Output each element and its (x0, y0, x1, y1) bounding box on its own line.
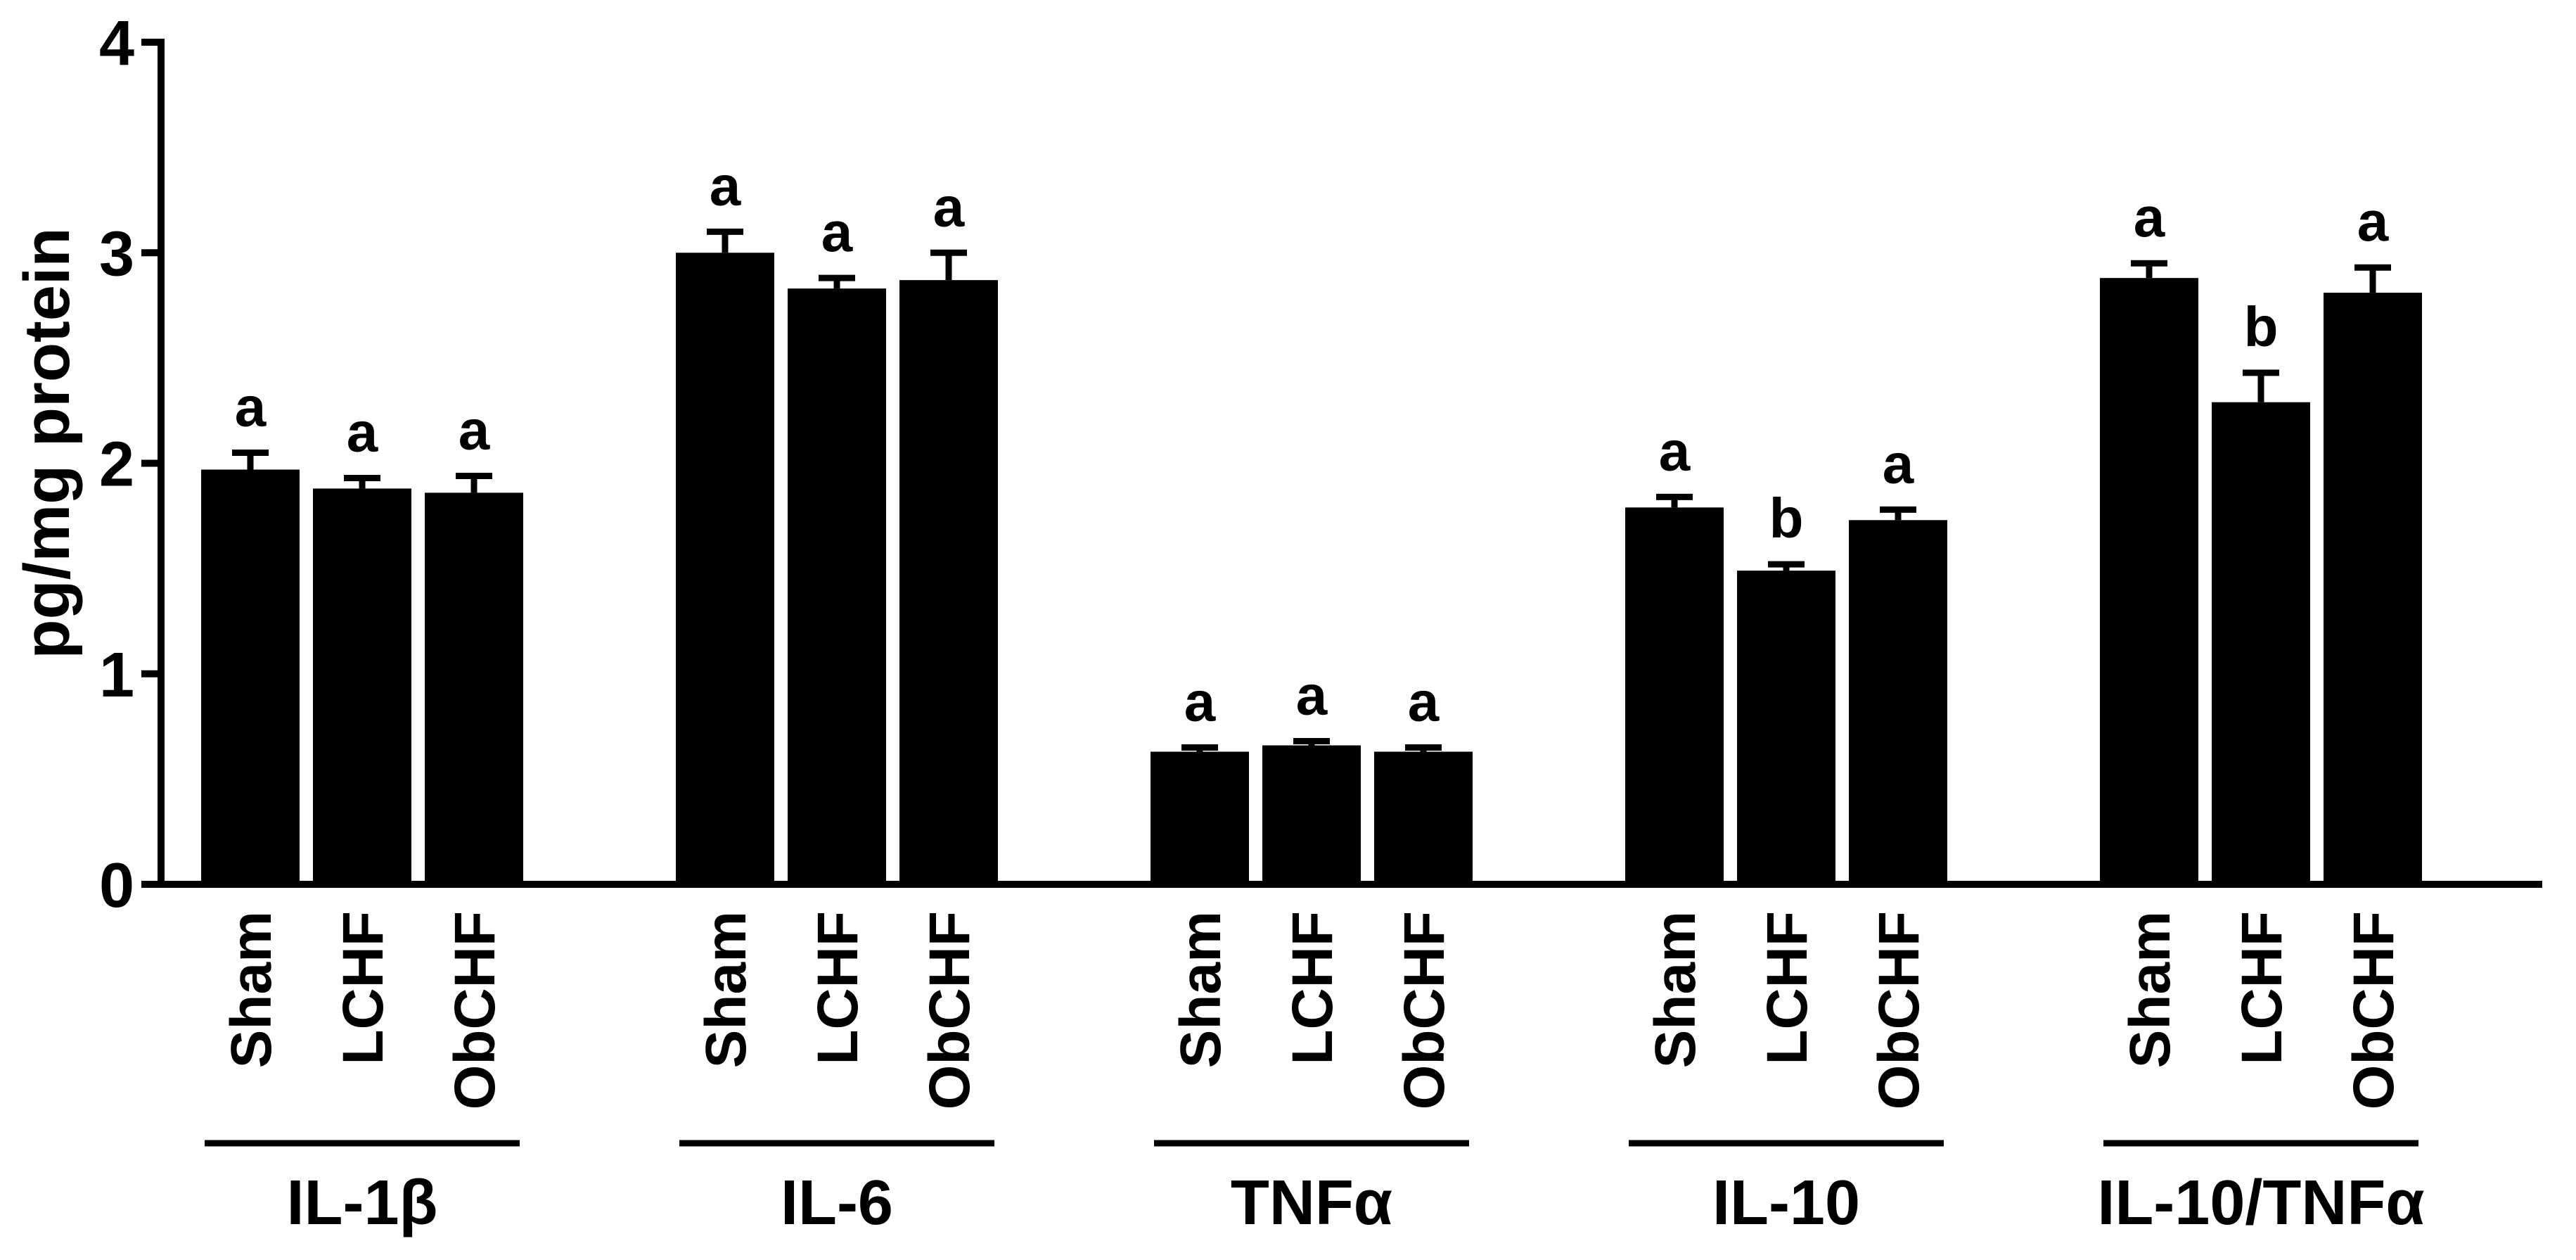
category-label: LCHF (806, 911, 870, 1065)
bar (201, 469, 300, 884)
significance-letter: a (933, 175, 965, 238)
bar (2324, 293, 2422, 884)
y-tick-label: 1 (99, 640, 134, 711)
category-label: Sham (219, 911, 283, 1068)
bar (788, 288, 886, 884)
significance-letter: a (2357, 190, 2389, 253)
significance-letter: a (821, 201, 853, 263)
significance-letter: a (235, 376, 267, 438)
group-label: TNFα (1231, 1168, 1392, 1238)
category-label: LCHF (1281, 911, 1345, 1065)
bar (313, 488, 411, 884)
category-label: Sham (1169, 911, 1233, 1068)
category-label: ObCHF (1867, 911, 1931, 1109)
bar (1625, 507, 1724, 884)
significance-letter: b (1769, 487, 1804, 549)
significance-letter: a (710, 154, 741, 217)
y-tick-label: 0 (99, 851, 134, 921)
significance-letter: a (1883, 432, 1914, 495)
significance-letter: a (2134, 186, 2165, 248)
bar (425, 492, 523, 884)
bar (1262, 745, 1361, 884)
y-tick-label: 2 (99, 430, 134, 500)
group-label: IL-6 (781, 1168, 893, 1238)
bar (1151, 751, 1249, 884)
category-label: Sham (694, 911, 758, 1068)
significance-letter: a (1659, 419, 1691, 482)
significance-letter: b (2244, 295, 2279, 358)
category-label: ObCHF (443, 911, 507, 1109)
category-label: LCHF (331, 911, 395, 1065)
significance-letter: a (1184, 670, 1216, 732)
bar (2212, 402, 2310, 884)
group-label: IL-10/TNFα (2097, 1168, 2424, 1238)
y-axis-label: pg/mg protein (11, 227, 83, 658)
bar (2100, 278, 2198, 884)
group-label: IL-10 (1712, 1168, 1860, 1238)
category-label: ObCHF (2342, 911, 2406, 1109)
category-label: LCHF (1755, 911, 1819, 1065)
category-label: Sham (2118, 911, 2182, 1068)
category-label: LCHF (2230, 911, 2294, 1065)
significance-letter: a (347, 400, 378, 463)
bar (1737, 571, 1835, 884)
y-tick-label: 3 (99, 219, 134, 289)
significance-letter: a (1296, 664, 1328, 727)
category-label: Sham (1643, 911, 1707, 1068)
significance-letter: a (1408, 670, 1440, 732)
bar (676, 253, 774, 884)
bar (1849, 520, 1947, 884)
bar (899, 280, 998, 885)
y-axis: 0 1 2 3 4 (99, 8, 165, 921)
category-label: ObCHF (1392, 911, 1456, 1109)
category-label: ObCHF (918, 911, 982, 1109)
significance-letter: a (459, 398, 490, 461)
bars-layer: a a a a a a a a a a b a a b a (201, 154, 2422, 885)
y-tick-label: 4 (99, 8, 134, 79)
bar (1374, 751, 1473, 884)
group-label: IL-1β (287, 1168, 438, 1238)
